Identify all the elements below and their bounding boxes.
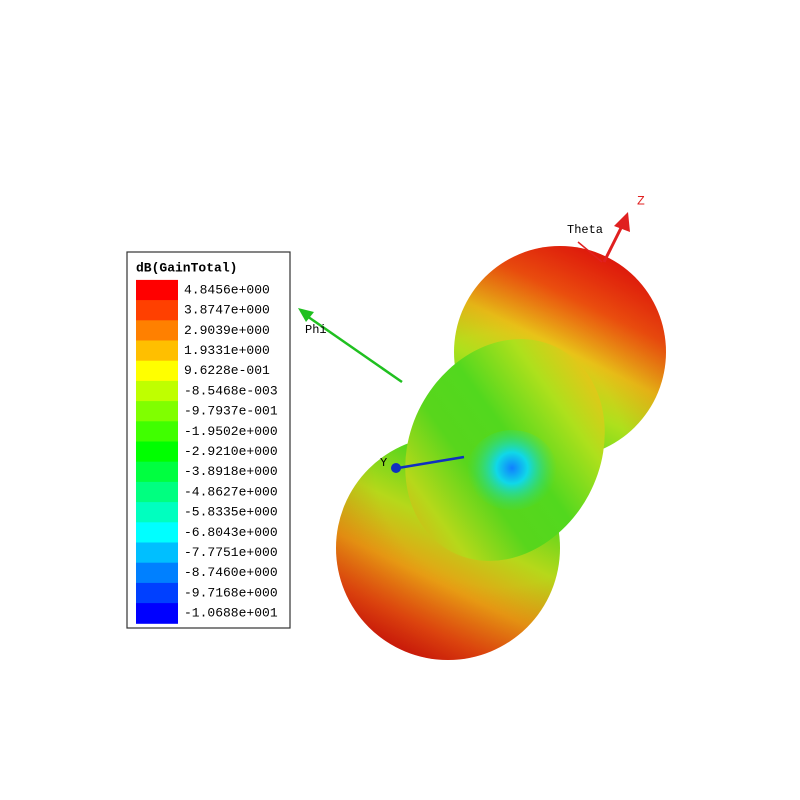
axes	[298, 212, 630, 473]
colorbar-swatch	[136, 380, 178, 402]
colorbar-tick-label: 2.9039e+000	[184, 323, 270, 338]
colorbar-tick-label: -3.8918e+000	[184, 464, 278, 479]
colorbar-swatch	[136, 522, 178, 543]
colorbar-tick-label: 1.9331e+000	[184, 343, 270, 358]
colorbar-tick-label: -8.7460e+000	[184, 565, 278, 580]
colorbar-swatch	[136, 603, 178, 624]
colorbar-title: dB(GainTotal)	[136, 260, 237, 275]
colorbar-swatch	[136, 562, 178, 584]
colorbar-swatch	[136, 401, 178, 422]
colorbar-swatch	[136, 582, 178, 604]
colorbar-tick-label: -2.9210e+000	[184, 444, 278, 459]
phi-label: Phi	[305, 323, 327, 337]
colorbar-tick-label: -5.8335e+000	[184, 505, 278, 520]
colorbar-swatch	[136, 340, 178, 362]
colorbar-tick-label: -9.7168e+000	[184, 585, 278, 600]
colorbar-swatch	[136, 300, 178, 321]
theta-label: Theta	[567, 223, 603, 237]
y-axis-label: Y	[380, 456, 387, 470]
colorbar-tick-label: -4.8627e+000	[184, 484, 278, 499]
z-axis-label: Z	[637, 193, 645, 208]
colorbar-tick-label: -9.7937e-001	[184, 404, 278, 419]
colorbar: dB(GainTotal) 4.8456e+000 3.8747e+000 2.90…	[126, 251, 291, 629]
colorbar-swatch	[136, 481, 178, 503]
colorbar-swatch	[136, 441, 178, 463]
colorbar-swatch	[136, 320, 178, 341]
colorbar-swatch	[136, 279, 178, 301]
colorbar-tick-label: -7.7751e+000	[184, 545, 278, 560]
colorbar-tick-label: -8.5468e-003	[184, 383, 278, 398]
colorbar-swatch	[136, 360, 178, 382]
colorbar-tick-label: 3.8747e+000	[184, 303, 270, 318]
colorbar-tick-label: -1.9502e+000	[184, 424, 278, 439]
colorbar-swatch	[136, 542, 178, 564]
pattern-surface	[336, 246, 666, 660]
colorbar-swatch	[136, 502, 178, 523]
colorbar-tick-label: 9.6228e-001	[184, 363, 270, 378]
colorbar-tick-label: -6.8043e+000	[184, 525, 278, 540]
colorbar-tick-label: -1.0688e+001	[184, 606, 278, 621]
colorbar-tick-label: 4.8456e+000	[184, 282, 270, 297]
colorbar-swatch	[136, 461, 178, 483]
colorbar-swatch	[136, 421, 178, 442]
